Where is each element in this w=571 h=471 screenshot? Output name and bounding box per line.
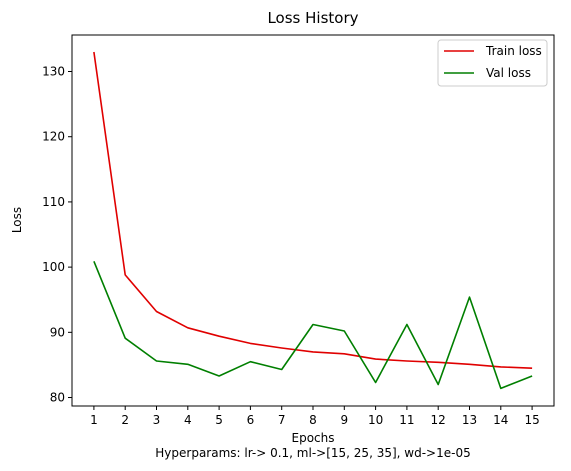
x-tick-label: 1 — [90, 413, 98, 427]
x-tick-label: 7 — [278, 413, 286, 427]
x-tick-label: 8 — [309, 413, 317, 427]
x-tick-label: 11 — [399, 413, 414, 427]
x-tick-label: 3 — [153, 413, 161, 427]
legend: Train loss Val loss — [438, 40, 547, 86]
y-tick-label: 110 — [42, 195, 65, 209]
x-tick-label: 5 — [215, 413, 223, 427]
x-tick-label: 14 — [493, 413, 508, 427]
x-axis-label: Epochs — [292, 431, 335, 445]
y-tick-label: 80 — [50, 391, 65, 405]
legend-label-val-loss: Val loss — [486, 66, 531, 80]
x-tick-label: 15 — [524, 413, 539, 427]
x-tick-label: 13 — [462, 413, 477, 427]
y-axis-label: Loss — [10, 207, 24, 233]
x-tick-label: 6 — [247, 413, 255, 427]
hyperparams-caption: Hyperparams: lr-> 0.1, ml->[15, 25, 35],… — [155, 446, 470, 460]
x-tick-label: 10 — [368, 413, 383, 427]
x-tick-label: 12 — [431, 413, 446, 427]
legend-label-train-loss: Train loss — [485, 44, 542, 58]
y-tick-label: 100 — [42, 260, 65, 274]
x-tick-label: 9 — [340, 413, 348, 427]
y-tick-label: 120 — [42, 130, 65, 144]
x-tick-label: 2 — [121, 413, 129, 427]
x-tick-label: 4 — [184, 413, 192, 427]
chart-title: Loss History — [267, 9, 358, 27]
y-tick-label: 130 — [42, 65, 65, 79]
y-tick-label: 90 — [50, 325, 65, 339]
